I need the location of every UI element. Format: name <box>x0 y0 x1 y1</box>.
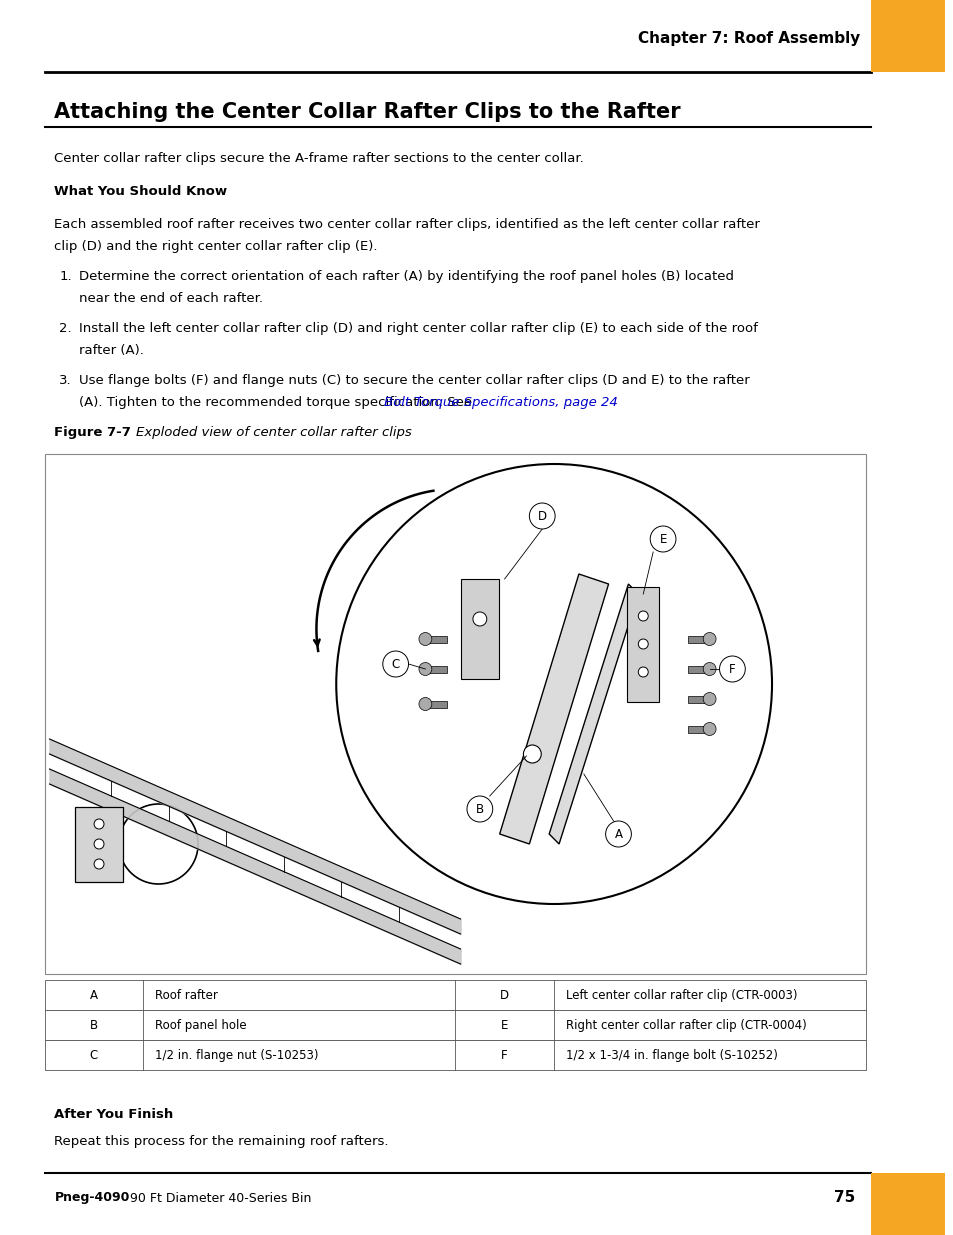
Text: Use flange bolts (F) and flange nuts (C) to secure the center collar rafter clip: Use flange bolts (F) and flange nuts (C)… <box>79 374 749 387</box>
Circle shape <box>719 656 744 682</box>
Polygon shape <box>499 574 608 844</box>
Text: A: A <box>614 827 622 841</box>
Text: 1/2 in. flange nut (S-10253): 1/2 in. flange nut (S-10253) <box>154 1049 318 1062</box>
Bar <box>425 700 447 708</box>
Text: E: E <box>659 532 666 546</box>
Text: Pneg-4090: Pneg-4090 <box>54 1192 130 1204</box>
Text: near the end of each rafter.: near the end of each rafter. <box>79 291 263 305</box>
Bar <box>687 695 709 703</box>
Text: F: F <box>728 662 735 676</box>
Circle shape <box>605 821 631 847</box>
Text: What You Should Know: What You Should Know <box>54 185 228 198</box>
Circle shape <box>702 693 716 705</box>
Text: Determine the correct orientation of each rafter (A) by identifying the roof pan: Determine the correct orientation of eac… <box>79 270 734 283</box>
Bar <box>460 579 498 679</box>
Text: Left center collar rafter clip (CTR-0003): Left center collar rafter clip (CTR-0003… <box>565 988 796 1002</box>
Text: F: F <box>500 1049 507 1062</box>
Text: E: E <box>500 1019 508 1031</box>
Circle shape <box>650 526 676 552</box>
Text: C: C <box>90 1049 98 1062</box>
Circle shape <box>382 651 408 677</box>
Text: 1/2 x 1-3/4 in. flange bolt (S-10252): 1/2 x 1-3/4 in. flange bolt (S-10252) <box>565 1049 777 1062</box>
Circle shape <box>473 613 486 626</box>
Text: Figure 7-7: Figure 7-7 <box>54 426 140 438</box>
Text: 90 Ft Diameter 40-Series Bin: 90 Ft Diameter 40-Series Bin <box>126 1192 311 1204</box>
Text: Roof panel hole: Roof panel hole <box>154 1019 246 1031</box>
Text: A: A <box>90 988 98 1002</box>
Text: Repeat this process for the remaining roof rafters.: Repeat this process for the remaining ro… <box>54 1135 389 1149</box>
Text: D: D <box>537 510 546 522</box>
Bar <box>45 1040 864 1070</box>
Circle shape <box>466 797 492 823</box>
Bar <box>870 0 943 72</box>
Circle shape <box>418 632 432 646</box>
Text: B: B <box>476 803 483 815</box>
Bar <box>45 1010 864 1040</box>
Bar <box>627 587 659 701</box>
Text: clip (D) and the right center collar rafter clip (E).: clip (D) and the right center collar raf… <box>54 240 377 253</box>
Text: After You Finish: After You Finish <box>54 1108 173 1121</box>
Circle shape <box>638 611 647 621</box>
Circle shape <box>94 860 104 869</box>
Text: Chapter 7: Roof Assembly: Chapter 7: Roof Assembly <box>638 31 860 46</box>
Bar <box>425 666 447 673</box>
Text: Roof rafter: Roof rafter <box>154 988 217 1002</box>
Circle shape <box>529 503 555 529</box>
Bar <box>425 636 447 642</box>
Circle shape <box>94 819 104 829</box>
Text: D: D <box>499 988 508 1002</box>
Text: 3.: 3. <box>59 374 72 387</box>
Text: Center collar rafter clips secure the A-frame rafter sections to the center coll: Center collar rafter clips secure the A-… <box>54 152 583 165</box>
Text: 1.: 1. <box>59 270 72 283</box>
Text: (A). Tighten to the recommended torque specification. See: (A). Tighten to the recommended torque s… <box>79 396 476 409</box>
Text: rafter (A).: rafter (A). <box>79 345 144 357</box>
Text: Each assembled roof rafter receives two center collar rafter clips, identified a: Each assembled roof rafter receives two … <box>54 219 760 231</box>
Circle shape <box>418 698 432 710</box>
Circle shape <box>638 638 647 650</box>
Bar <box>687 725 709 732</box>
Bar <box>45 454 864 974</box>
Circle shape <box>702 722 716 736</box>
Bar <box>687 636 709 642</box>
Text: Bolt Torque Specifications, page 24: Bolt Torque Specifications, page 24 <box>383 396 617 409</box>
Text: C: C <box>391 657 399 671</box>
Text: B: B <box>90 1019 98 1031</box>
Circle shape <box>418 662 432 676</box>
Text: .: . <box>567 396 571 409</box>
Bar <box>687 666 709 673</box>
Circle shape <box>702 662 716 676</box>
Circle shape <box>94 839 104 848</box>
Circle shape <box>638 667 647 677</box>
Circle shape <box>702 632 716 646</box>
Text: Install the left center collar rafter clip (D) and right center collar rafter cl: Install the left center collar rafter cl… <box>79 322 758 335</box>
Text: 2.: 2. <box>59 322 72 335</box>
Circle shape <box>523 745 540 763</box>
Bar <box>75 806 123 882</box>
Bar <box>45 981 864 1010</box>
Text: Attaching the Center Collar Rafter Clips to the Rafter: Attaching the Center Collar Rafter Clips… <box>54 103 680 122</box>
Text: 75: 75 <box>834 1191 855 1205</box>
Text: Right center collar rafter clip (CTR-0004): Right center collar rafter clip (CTR-000… <box>565 1019 805 1031</box>
Polygon shape <box>549 584 638 844</box>
Text: Exploded view of center collar rafter clips: Exploded view of center collar rafter cl… <box>135 426 411 438</box>
Bar <box>870 1173 943 1235</box>
